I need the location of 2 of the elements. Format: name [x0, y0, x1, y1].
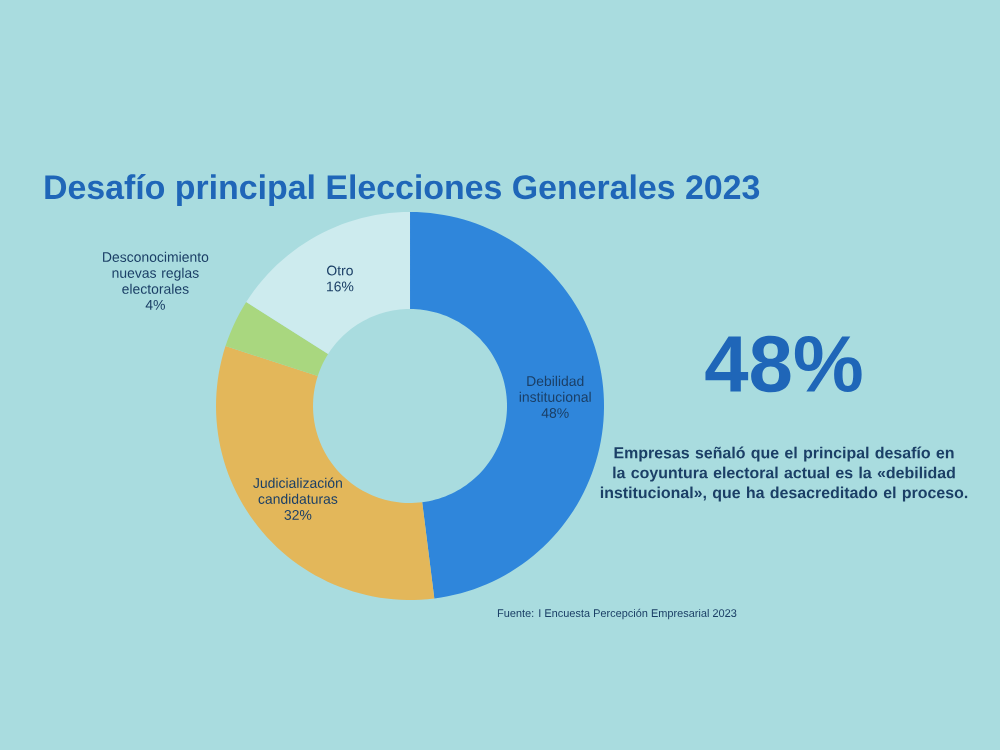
chart-title: Desafío principal Elecciones Generales 2023: [45, 174, 760, 206]
text: 48%: [705, 335, 862, 393]
